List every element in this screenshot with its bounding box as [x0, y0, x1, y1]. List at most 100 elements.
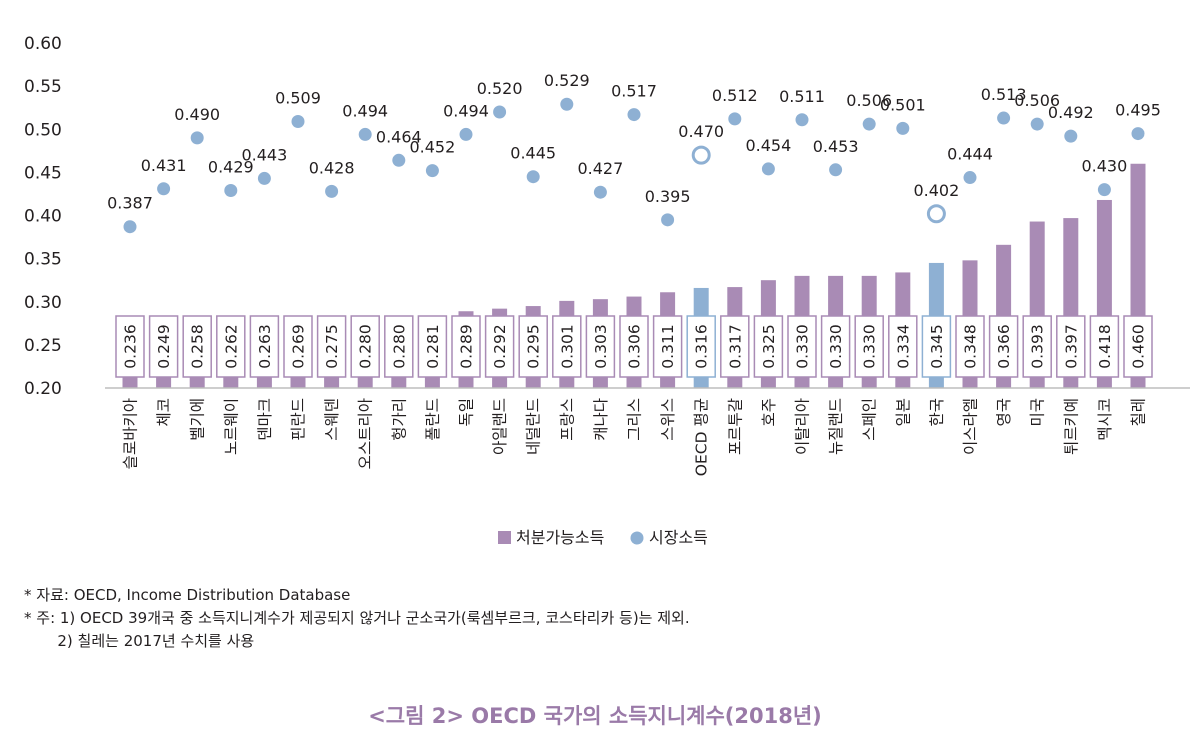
bar-value-label: 0.393	[1029, 324, 1047, 368]
dot-value-label: 0.513	[981, 85, 1027, 104]
bar-value-label: 0.262	[222, 324, 240, 368]
bar-value-box	[115, 315, 145, 378]
y-tick-label: 0.40	[24, 207, 62, 227]
x-category-label: 뉴질랜드	[827, 398, 845, 455]
dot-point	[291, 114, 305, 128]
dot-value-label: 0.402	[913, 181, 959, 200]
x-category-label: 미국	[1029, 398, 1047, 427]
dot-value-label: 0.512	[712, 86, 758, 105]
x-category-label: 독일	[458, 398, 476, 427]
bar-value-label: 0.330	[827, 324, 845, 368]
footnote-2: 2) 칠레는 2017년 수치를 사용	[24, 632, 255, 650]
bar-value-label: 0.263	[256, 324, 274, 368]
dot-point	[1064, 129, 1078, 143]
dot-point	[325, 184, 339, 198]
dot-value-label: 0.509	[275, 88, 321, 107]
dot-point	[661, 213, 675, 227]
dot-point	[896, 121, 910, 135]
dot-point	[425, 164, 439, 178]
y-tick-label: 0.55	[24, 77, 62, 97]
bar-value-label: 0.348	[962, 324, 980, 368]
bar-value-box	[1022, 315, 1052, 378]
dot-value-label: 0.494	[342, 101, 388, 120]
legend-bar-swatch	[498, 531, 511, 544]
bar-value-box	[316, 315, 347, 378]
bar-value-label: 0.281	[424, 324, 442, 368]
x-category-label: 폴란드	[424, 398, 442, 441]
footnote-1: * 주: 1) OECD 39개국 중 소득지니계수가 제공되지 않거나 군소국…	[24, 609, 690, 627]
x-category-label: 일본	[894, 398, 912, 427]
x-category-label: 캐나다	[592, 398, 610, 441]
dot-value-label: 0.529	[544, 71, 590, 90]
bar-value-box	[988, 315, 1019, 378]
bar-value-box	[216, 315, 246, 378]
bar-value-box	[720, 315, 750, 378]
bar-value-label: 0.460	[1130, 324, 1148, 368]
x-category-label: 멕시코	[1096, 398, 1114, 441]
x-category-label: 영국	[995, 398, 1013, 427]
bar-value-label: 0.317	[726, 324, 744, 368]
dot-value-label: 0.387	[107, 194, 153, 213]
bar-value-box	[787, 315, 817, 378]
dot-point	[1097, 183, 1111, 197]
bar-value-box	[283, 315, 313, 378]
x-category-label: 오스트리아	[357, 398, 375, 469]
dot-point	[224, 183, 238, 197]
dot-point	[190, 131, 204, 145]
x-category-label: 덴마크	[256, 398, 274, 441]
bar-value-label: 0.418	[1096, 324, 1114, 368]
dot-value-label: 0.454	[745, 136, 791, 155]
bar-value-label: 0.275	[323, 324, 341, 368]
bar-value-label: 0.249	[155, 324, 173, 368]
dot-point	[593, 185, 607, 199]
bar-value-box	[384, 315, 414, 378]
dot-point	[493, 105, 507, 119]
dot-value-label: 0.453	[813, 137, 859, 156]
bar-value-label: 0.366	[995, 324, 1013, 368]
x-category-label: 핀란드	[290, 398, 308, 441]
bar-value-box	[652, 315, 683, 378]
bar-value-label: 0.292	[491, 324, 509, 368]
bar-value-label: 0.330	[861, 324, 879, 368]
bar-value-label: 0.334	[894, 324, 912, 368]
dot-point	[728, 112, 742, 126]
bar-value-box	[484, 315, 515, 378]
dot-point	[829, 163, 843, 177]
x-category-label: 아일랜드	[491, 398, 509, 455]
dot-value-label: 0.506	[1014, 91, 1060, 110]
bar-value-box	[451, 315, 481, 378]
dot-value-label: 0.494	[443, 101, 489, 120]
bar-value-label: 0.330	[794, 324, 812, 368]
y-tick-label: 0.60	[24, 34, 62, 54]
dot-point	[392, 153, 406, 167]
bar-value-label: 0.316	[693, 324, 711, 368]
dot-point	[358, 127, 372, 141]
x-category-label: 노르웨이	[222, 398, 240, 455]
dot-value-label: 0.517	[611, 82, 657, 101]
dot-value-label: 0.427	[577, 159, 623, 178]
dot-point	[862, 117, 876, 131]
bar-value-box	[148, 315, 179, 378]
dot-value-label: 0.492	[1048, 103, 1094, 122]
dot-point	[157, 182, 171, 196]
bar-value-label: 0.301	[558, 324, 576, 368]
dot-point	[560, 97, 574, 111]
y-tick-label: 0.30	[24, 293, 62, 313]
x-category-label: 이탈리아	[794, 398, 812, 455]
bar-value-box	[552, 315, 582, 378]
bar-value-box	[350, 315, 380, 378]
bar-value-labels: 0.236 0.249 0.258 0.262 0.263 0.269 0.275 0.280…	[115, 315, 1153, 378]
dot-value-label: 0.501	[880, 95, 926, 114]
x-category-label: 칠레	[1130, 398, 1148, 427]
source-note: * 자료: OECD, Income Distribution Database	[24, 586, 351, 604]
x-category-label: 튀르키예	[1062, 398, 1080, 455]
x-category-label: 프랑스	[558, 398, 576, 441]
legend-dot-label: 시장소득	[649, 528, 708, 547]
bar-value-box	[417, 315, 448, 378]
legend-dot-swatch	[630, 531, 644, 545]
bar-value-label: 0.303	[592, 324, 610, 368]
bar-value-box	[955, 315, 985, 378]
bar-value-box	[182, 315, 212, 378]
bar-value-label: 0.306	[626, 324, 644, 368]
